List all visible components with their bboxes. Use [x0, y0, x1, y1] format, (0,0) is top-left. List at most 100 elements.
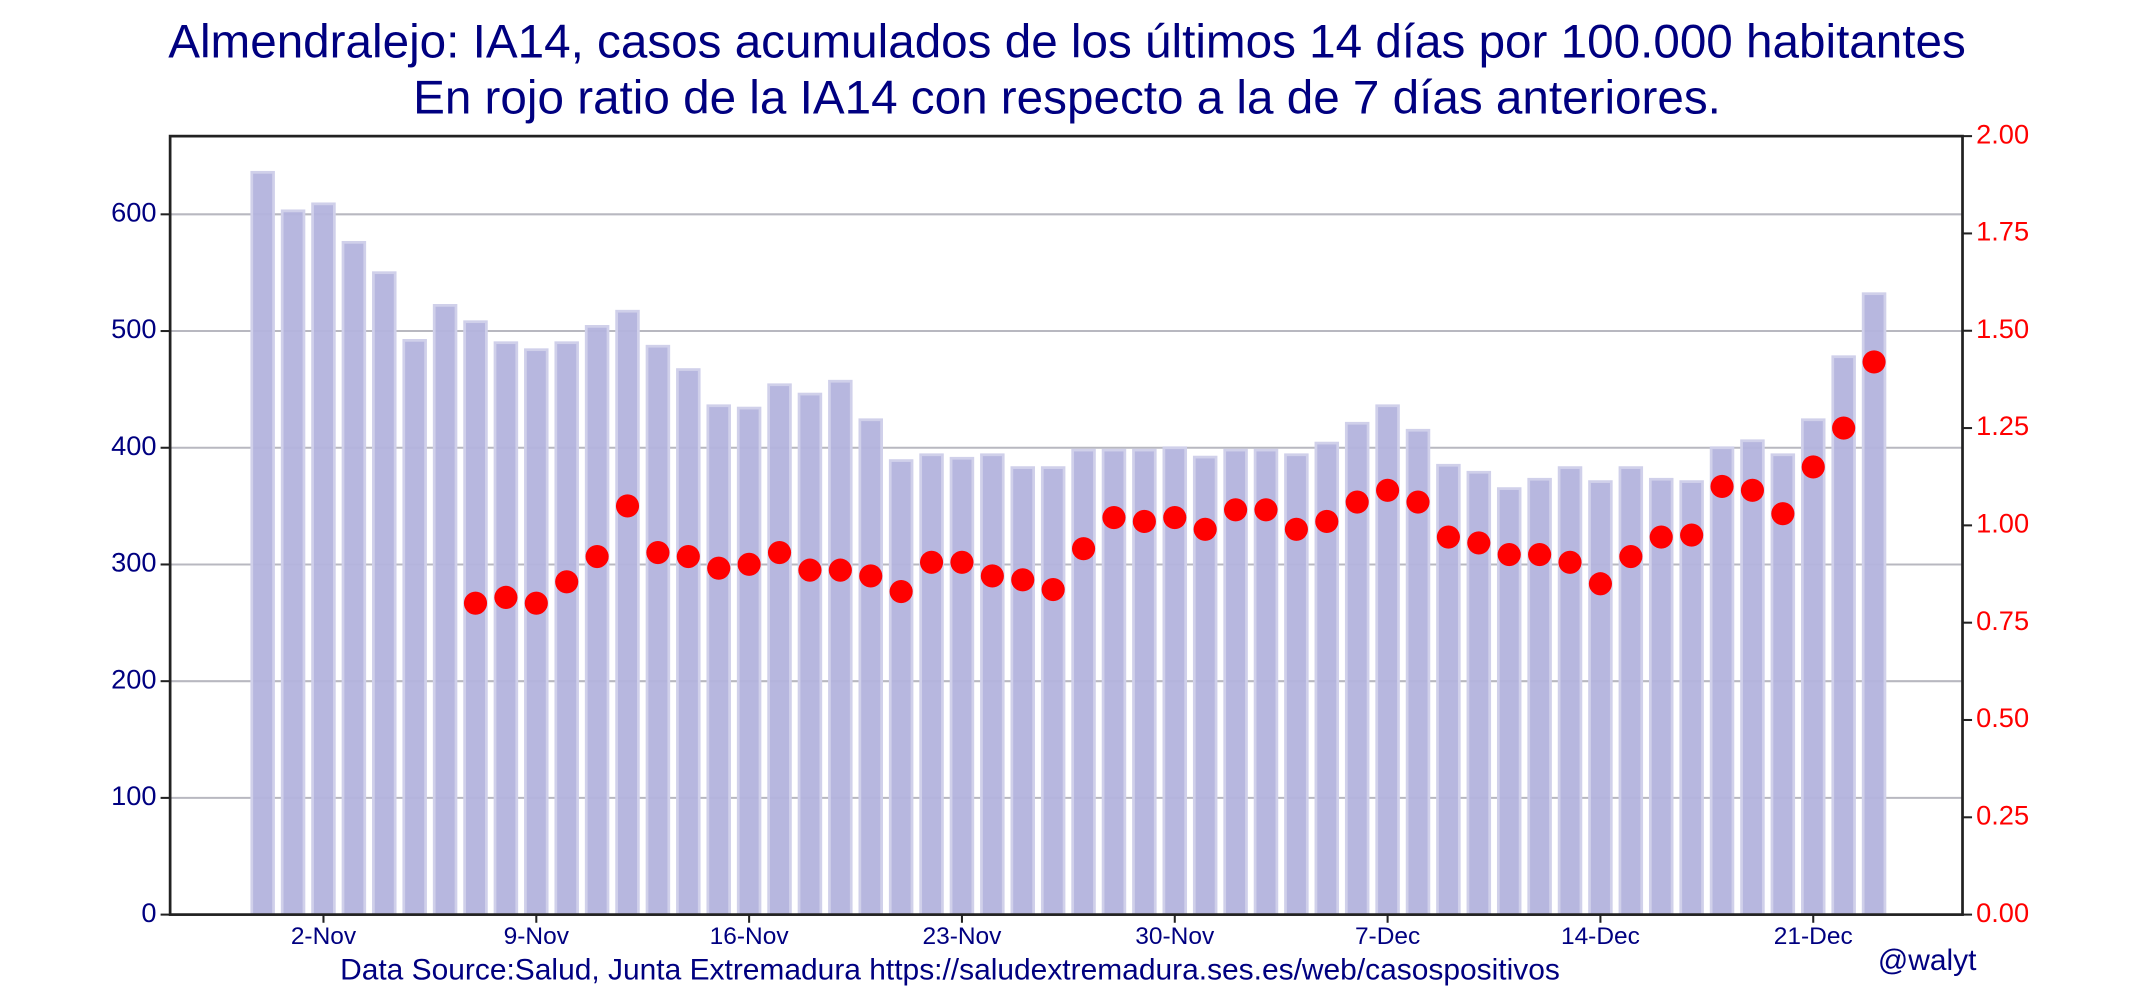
- ratio-point: [1041, 578, 1065, 602]
- y-tick-label: 500: [111, 313, 156, 344]
- bar: [949, 456, 975, 916]
- bar: [493, 341, 519, 916]
- x-tick-label: 14-Dec: [1561, 923, 1640, 950]
- bar: [1040, 466, 1066, 916]
- y2-tick-label: 0.25: [1976, 799, 2029, 830]
- ratio-point: [1801, 455, 1825, 479]
- ratio-point: [1497, 542, 1521, 567]
- bar: [432, 304, 458, 916]
- ratio-point: [1740, 478, 1765, 502]
- ratio-point: [1832, 416, 1856, 440]
- bar: [828, 379, 853, 916]
- bar: [524, 348, 549, 916]
- y2-tick-label: 1.00: [1976, 508, 2029, 539]
- ratio-point: [1071, 537, 1096, 561]
- ratio-point: [463, 591, 488, 615]
- chart-subtitle: En rojo ratio de la IA14 con respecto a …: [413, 71, 1721, 124]
- x-tick-label: 30-Nov: [1135, 923, 1215, 950]
- ratio-point: [1467, 531, 1491, 555]
- credit: @walyt: [1878, 944, 1977, 977]
- bar: [1557, 466, 1583, 916]
- ratio-point: [524, 591, 548, 615]
- bar: [402, 339, 427, 916]
- bar: [372, 271, 397, 916]
- ratio-point: [646, 541, 670, 565]
- bar: [645, 344, 671, 916]
- ratio-point: [919, 550, 944, 574]
- ratio-point: [707, 556, 731, 580]
- y-tick-label: 400: [111, 430, 156, 461]
- bar: [919, 453, 944, 916]
- ratio-point: [676, 544, 700, 569]
- bar: [615, 309, 640, 916]
- ratio-point: [1649, 525, 1673, 549]
- bar: [1861, 292, 1887, 916]
- bar: [463, 320, 488, 916]
- x-tick-label: 2-Nov: [291, 923, 357, 950]
- bar: [1071, 448, 1096, 916]
- y2-tick-label: 1.50: [1976, 313, 2029, 344]
- y2-tick-label: 1.75: [1976, 216, 2029, 247]
- ratio-point: [1163, 506, 1187, 530]
- x-tick-label: 9-Nov: [504, 923, 570, 950]
- ratio-point: [555, 570, 579, 594]
- ratio-point: [1436, 525, 1460, 549]
- y-tick-label: 300: [111, 547, 156, 578]
- ratio-point: [1102, 506, 1126, 530]
- ratio-point: [1254, 498, 1278, 522]
- ratio-point: [1132, 509, 1156, 534]
- ratio-point: [1680, 523, 1704, 547]
- ratio-point: [494, 585, 518, 609]
- ratio-point: [1193, 517, 1217, 541]
- bar: [980, 453, 1005, 916]
- bar: [706, 404, 731, 916]
- bar: [554, 341, 579, 916]
- ratio-point: [950, 550, 974, 574]
- bar: [736, 406, 762, 916]
- bar: [1588, 480, 1613, 916]
- ratio-point: [859, 564, 883, 588]
- bar: [797, 392, 823, 916]
- bar: [280, 209, 306, 916]
- y-tick-label: 100: [111, 780, 156, 811]
- ratio-point: [889, 579, 913, 604]
- bar: [1618, 466, 1644, 916]
- ratio-point: [1345, 490, 1369, 514]
- ratio-point: [1224, 498, 1248, 522]
- ratio-point: [1284, 517, 1308, 541]
- bar: [858, 418, 883, 916]
- ratio-point: [1619, 544, 1643, 569]
- bar: [1831, 355, 1856, 916]
- ratio-point: [1376, 478, 1400, 502]
- chart-title: Almendralejo: IA14, casos acumulados de …: [168, 16, 1966, 69]
- x-tick-label: 16-Nov: [710, 923, 790, 950]
- ratio-point: [828, 558, 852, 582]
- bar: [1709, 446, 1735, 916]
- y2-tick-label: 2.00: [1976, 118, 2029, 149]
- bar: [584, 325, 610, 916]
- x-tick-label: 23-Nov: [922, 923, 1002, 950]
- x-tick-label: 7-Dec: [1355, 923, 1420, 950]
- ratio-point: [1862, 350, 1886, 374]
- y-tick-label: 200: [111, 663, 156, 694]
- ratio-point: [1528, 542, 1552, 567]
- y2-tick-label: 1.25: [1976, 410, 2029, 441]
- y2-tick-label: 0.50: [1976, 702, 2029, 733]
- ratio-point: [1558, 550, 1582, 574]
- y2-tick-label: 0.00: [1976, 897, 2029, 928]
- bar: [1740, 439, 1765, 916]
- bar: [1010, 466, 1036, 916]
- ratio-point: [1710, 474, 1734, 499]
- bar: [888, 459, 914, 916]
- bar: [311, 202, 336, 916]
- ratio-point: [1315, 509, 1339, 534]
- ratio-point: [615, 494, 640, 518]
- bar: [676, 368, 701, 916]
- ratio-point: [1771, 502, 1795, 526]
- source-note: Data Source:Salud, Junta Extremadura htt…: [340, 954, 1560, 987]
- y-tick-label: 0: [141, 897, 156, 928]
- bar: [1800, 418, 1826, 916]
- ratio-point: [737, 552, 761, 576]
- bar: [250, 170, 275, 916]
